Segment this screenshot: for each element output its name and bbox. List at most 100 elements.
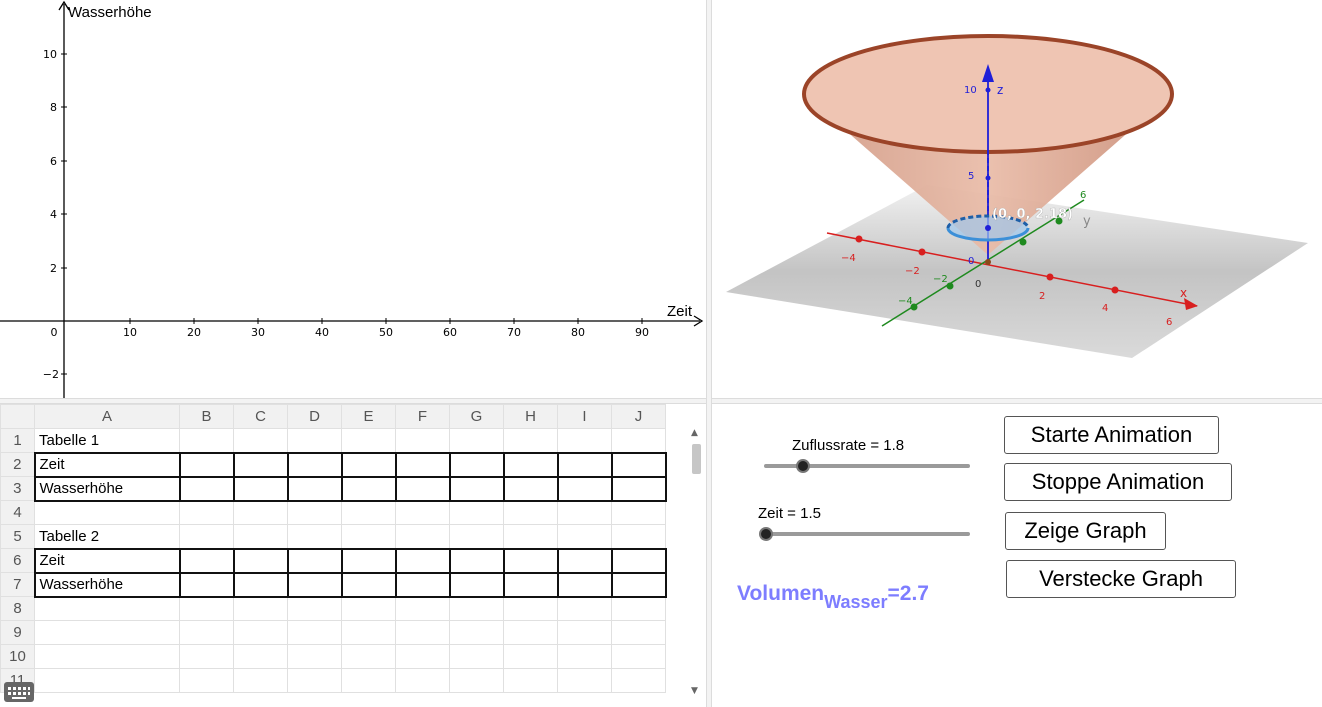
corner-cell[interactable] xyxy=(0,404,35,429)
cell[interactable] xyxy=(287,500,342,525)
cell[interactable] xyxy=(232,571,289,598)
cell[interactable] xyxy=(556,547,613,574)
view-divider-horizontal-left[interactable] xyxy=(0,398,706,404)
slider-zuflussrate-track[interactable] xyxy=(764,464,970,468)
cell[interactable] xyxy=(233,428,288,453)
cell-A1[interactable]: Tabelle 1 xyxy=(34,428,180,453)
row-header[interactable]: 5 xyxy=(0,524,35,549)
cell[interactable] xyxy=(287,620,342,645)
row-header[interactable]: 1 xyxy=(0,428,35,453)
cell[interactable] xyxy=(179,668,234,693)
slider-zeit-knob[interactable] xyxy=(759,527,774,541)
cell[interactable] xyxy=(341,500,396,525)
show-graph-button[interactable]: Zeige Graph xyxy=(1005,512,1166,550)
row-header[interactable]: 3 xyxy=(0,476,35,501)
cell[interactable] xyxy=(557,500,612,525)
cell[interactable] xyxy=(340,451,397,478)
cell[interactable] xyxy=(233,668,288,693)
cell[interactable] xyxy=(448,547,505,574)
hide-graph-button[interactable]: Verstecke Graph xyxy=(1006,560,1236,598)
cell-A7[interactable]: Wasserhöhe xyxy=(33,571,181,598)
row-header[interactable]: 8 xyxy=(0,596,35,621)
slider-zeit-track[interactable] xyxy=(762,532,970,536)
cell[interactable] xyxy=(395,620,450,645)
cell[interactable] xyxy=(449,668,504,693)
cell[interactable] xyxy=(557,524,612,549)
keyboard-icon[interactable] xyxy=(4,682,34,702)
cell[interactable] xyxy=(557,596,612,621)
cell[interactable] xyxy=(448,571,505,598)
cell[interactable] xyxy=(503,500,558,525)
view-divider-horizontal-right[interactable] xyxy=(712,398,1322,404)
start-animation-button[interactable]: Starte Animation xyxy=(1004,416,1219,454)
scroll-up-icon[interactable]: ▲ xyxy=(691,428,698,438)
cell[interactable] xyxy=(341,428,396,453)
cell[interactable] xyxy=(341,644,396,669)
cell[interactable] xyxy=(556,451,613,478)
cell[interactable] xyxy=(395,524,450,549)
cell[interactable] xyxy=(503,644,558,669)
cell[interactable] xyxy=(611,596,666,621)
cell[interactable] xyxy=(610,547,667,574)
cell[interactable] xyxy=(449,644,504,669)
cell[interactable] xyxy=(556,475,613,502)
cell[interactable] xyxy=(394,571,451,598)
cell[interactable] xyxy=(286,571,343,598)
cell[interactable] xyxy=(286,475,343,502)
cell[interactable] xyxy=(449,620,504,645)
cell-A3[interactable]: Wasserhöhe xyxy=(33,475,181,502)
cell[interactable] xyxy=(233,524,288,549)
cell[interactable] xyxy=(395,596,450,621)
cell[interactable] xyxy=(448,475,505,502)
cell[interactable] xyxy=(341,524,396,549)
cell[interactable] xyxy=(233,644,288,669)
cell[interactable] xyxy=(502,475,559,502)
cell[interactable] xyxy=(557,428,612,453)
cell[interactable] xyxy=(611,644,666,669)
cell[interactable] xyxy=(233,596,288,621)
column-header[interactable]: A xyxy=(34,404,180,429)
cell-A5[interactable]: Tabelle 2 xyxy=(34,524,180,549)
column-header[interactable]: H xyxy=(503,404,558,429)
column-header[interactable]: B xyxy=(179,404,234,429)
column-header[interactable]: J xyxy=(611,404,666,429)
cell[interactable] xyxy=(502,547,559,574)
cell[interactable] xyxy=(610,475,667,502)
cell[interactable] xyxy=(341,596,396,621)
cell[interactable] xyxy=(179,428,234,453)
cell[interactable] xyxy=(395,428,450,453)
cell[interactable] xyxy=(287,596,342,621)
cell[interactable] xyxy=(233,500,288,525)
cell[interactable] xyxy=(179,644,234,669)
spreadsheet-grid[interactable]: A B C D E F G H I J 1 Tabelle 1 2 Zeit 3… xyxy=(0,404,667,693)
row-header[interactable]: 9 xyxy=(0,620,35,645)
view-3d-canvas[interactable]: −4 −2 0 2 4 6 x −4 −2 6 y 10 5 xyxy=(712,0,1322,398)
column-header[interactable]: D xyxy=(287,404,342,429)
cell[interactable] xyxy=(178,571,235,598)
stop-animation-button[interactable]: Stoppe Animation xyxy=(1004,463,1232,501)
cell[interactable] xyxy=(341,620,396,645)
cell[interactable] xyxy=(340,547,397,574)
cell[interactable] xyxy=(503,596,558,621)
cell[interactable] xyxy=(395,644,450,669)
cell-A2[interactable]: Zeit xyxy=(33,451,181,478)
cell[interactable] xyxy=(341,668,396,693)
cell[interactable] xyxy=(178,475,235,502)
cell[interactable] xyxy=(611,668,666,693)
controls-view[interactable]: Zuflussrate = 1.8 Zeit = 1.5 Starte Anim… xyxy=(712,404,1322,707)
cell[interactable] xyxy=(502,571,559,598)
scroll-thumb[interactable] xyxy=(692,444,701,474)
cell[interactable] xyxy=(286,451,343,478)
cell[interactable] xyxy=(340,475,397,502)
cell-A6[interactable]: Zeit xyxy=(33,547,181,574)
cell[interactable] xyxy=(449,500,504,525)
cell[interactable] xyxy=(611,524,666,549)
cell[interactable] xyxy=(34,500,180,525)
cell[interactable] xyxy=(611,620,666,645)
cell[interactable] xyxy=(449,524,504,549)
cell[interactable] xyxy=(287,428,342,453)
cell[interactable] xyxy=(556,571,613,598)
cell[interactable] xyxy=(178,451,235,478)
cell[interactable] xyxy=(502,451,559,478)
cell[interactable] xyxy=(611,500,666,525)
